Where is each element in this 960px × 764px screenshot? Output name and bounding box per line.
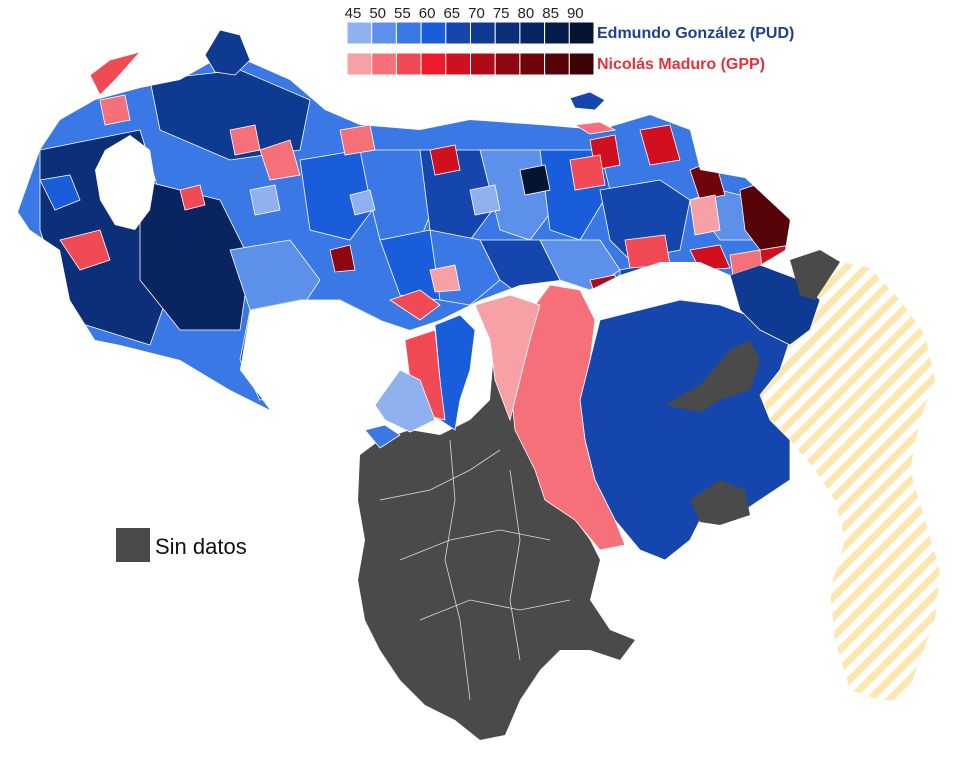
legend-swatch-gonzalez bbox=[371, 21, 397, 45]
region-coche bbox=[573, 121, 617, 135]
legend-candidate-gonzalez: Edmundo González (PUD) bbox=[597, 25, 794, 42]
legend-threshold-55: 55 bbox=[394, 5, 411, 22]
legend-swatch-maduro bbox=[470, 52, 496, 76]
legend-swatch-gonzalez bbox=[420, 21, 447, 45]
region-apure-light bbox=[374, 369, 436, 433]
legend-threshold-90: 90 bbox=[567, 5, 584, 22]
region-central-maduro-light bbox=[474, 294, 541, 422]
legend-swatch-maduro bbox=[494, 52, 521, 76]
region-guajira-red bbox=[89, 51, 142, 96]
legend-candidate-maduro: Nicolás Maduro (GPP) bbox=[597, 56, 765, 73]
legend-swatch-maduro bbox=[346, 52, 373, 76]
no-data-region-bolivar-c bbox=[690, 480, 750, 525]
legend-threshold-65: 65 bbox=[443, 5, 460, 22]
legend-swatch-maduro bbox=[519, 52, 546, 76]
legend-threshold-80: 80 bbox=[518, 5, 535, 22]
legend-threshold-60: 60 bbox=[419, 5, 436, 22]
legend-swatch-gonzalez bbox=[568, 21, 595, 45]
region-apure-small bbox=[364, 424, 401, 449]
legend-threshold-85: 85 bbox=[542, 5, 559, 22]
legend-threshold-70: 70 bbox=[468, 5, 485, 22]
claimed-territory-region bbox=[760, 262, 940, 700]
region-paraguana bbox=[204, 29, 251, 76]
no-data-region-amazonas bbox=[358, 340, 635, 740]
legend-swatch-gonzalez bbox=[445, 21, 471, 45]
legend-swatch-gonzalez bbox=[470, 21, 496, 45]
legend-swatch-gonzalez bbox=[395, 21, 422, 45]
legend-swatch-maduro bbox=[371, 52, 397, 76]
no-data-internal-borders bbox=[379, 439, 571, 701]
legend-swatch-maduro bbox=[568, 52, 595, 76]
legend-threshold-45: 45 bbox=[345, 5, 362, 22]
legend-swatch-maduro bbox=[420, 52, 447, 76]
legend-threshold-75: 75 bbox=[493, 5, 510, 22]
legend-swatch-gonzalez bbox=[346, 21, 373, 45]
legend-swatch-maduro bbox=[544, 52, 570, 76]
no-data-region-bolivar-a bbox=[790, 250, 840, 300]
region-margarita bbox=[569, 91, 606, 111]
no-data-label: Sin datos bbox=[155, 534, 247, 559]
no-data-swatch bbox=[116, 528, 150, 562]
lake-maracaibo bbox=[95, 135, 155, 230]
no-data-region-bolivar-b bbox=[665, 340, 760, 412]
legend-swatch-gonzalez bbox=[544, 21, 570, 45]
legend-swatch-maduro bbox=[445, 52, 471, 76]
legend-swatch-maduro bbox=[395, 52, 422, 76]
color-legend: 45 50 55 60 65 70 75 80 85 90 Edmundo González (PU… bbox=[345, 5, 794, 76]
legend-swatch-gonzalez bbox=[519, 21, 546, 45]
legend-swatch-gonzalez bbox=[494, 21, 521, 45]
legend-threshold-50: 50 bbox=[369, 5, 386, 22]
